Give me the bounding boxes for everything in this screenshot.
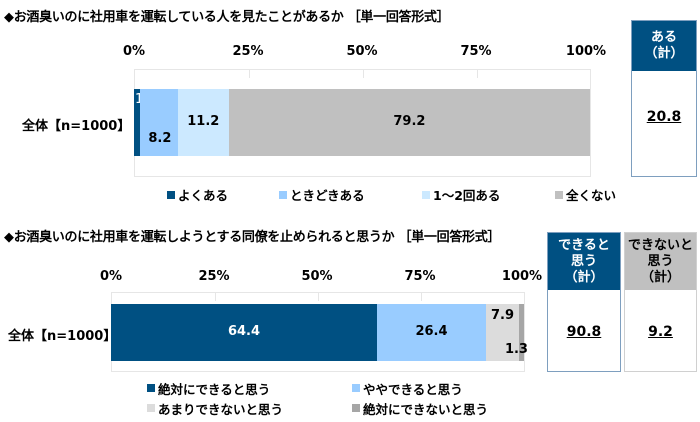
chart2-seg-not-really-label: 7.9	[491, 308, 515, 323]
chart2-legend-item-not-really: あまりできないと思う	[147, 398, 352, 418]
chart2-summary-no-header: できないと 思う （計）	[625, 233, 696, 290]
chart1-tick-75: 75%	[460, 44, 492, 59]
chart2-summary-yes-value: 90.8	[566, 324, 602, 340]
chart2-legend-item-somewhat-can: ややできると思う	[352, 378, 463, 398]
chart2-legend: 絶対にできると思う ややできると思う あまりできないと思う 絶対にできないと思う	[147, 378, 527, 418]
chart2-seg-definitely-can-label: 64.4	[227, 324, 261, 339]
chart2-legend-item-definitely-can: 絶対にできると思う	[147, 378, 352, 398]
chart1-row-label: 全体【n=1000】	[22, 119, 131, 134]
legend-swatch	[352, 384, 360, 392]
chart2-seg-not-really: 7.9	[486, 304, 519, 361]
chart2-legend-item-definitely-cannot: 絶対にできないと思う	[352, 398, 488, 418]
chart2-tick-0: 0%	[99, 269, 123, 284]
chart2-summary-no-value: 9.2	[648, 324, 673, 340]
legend-swatch	[147, 384, 155, 392]
chart1-tick-0: 0%	[122, 44, 146, 59]
legend-swatch	[422, 190, 430, 199]
chart2-tick-100: 100%	[501, 269, 543, 284]
chart2-seg-definitely-can: 64.4	[111, 304, 377, 361]
chart1-seg-once-twice: 11.2	[177, 89, 229, 156]
legend-swatch	[352, 404, 360, 412]
chart1-seg-sometimes: 8.2	[140, 89, 178, 156]
chart1-seg-sometimes-label: 8.2	[148, 131, 172, 146]
chart1-title: ◆お酒臭いのに社用車を運転している人を見たことがあるか ［単一回答形式］	[4, 10, 450, 25]
chart1-legend-item-once-twice: 1～2回ある	[422, 185, 555, 204]
chart1-legend-item-never: 全くない	[555, 185, 616, 204]
chart2-seg-somewhat-can: 26.4	[376, 304, 486, 361]
chart1-seg-once-twice-label: 11.2	[187, 114, 220, 129]
chart1-bar: 1.4 8.2 11.2 79.2	[134, 89, 590, 156]
chart2-tick-50: 50%	[301, 269, 333, 284]
legend-swatch	[279, 190, 287, 199]
chart2-tick-25: 25%	[198, 269, 230, 284]
chart2-summary-yes-box: できると 思う （計） 90.8	[547, 232, 621, 372]
chart2-title: ◆お酒臭いのに社用車を運転しようとする同僚を止められると思うか ［単一回答形式］	[4, 230, 501, 245]
chart2-bar: 64.4 26.4 7.9 1.3	[111, 304, 528, 361]
chart2-tick-75: 75%	[404, 269, 436, 284]
legend-swatch	[147, 404, 155, 412]
chart2-summary-yes-header: できると 思う （計）	[548, 233, 620, 290]
chart1-legend-item-often: よくある	[167, 185, 279, 204]
chart2-seg-somewhat-can-label: 26.4	[415, 324, 448, 339]
chart1-summary-value: 20.8	[646, 109, 682, 125]
chart1-tick-25: 25%	[232, 44, 264, 59]
chart1-legend: よくある ときどきある 1～2回ある 全くない	[167, 185, 616, 204]
chart1-summary-box: ある （計） 20.8	[631, 20, 697, 177]
chart1-tick-50: 50%	[346, 44, 378, 59]
chart1-seg-never-label: 79.2	[393, 114, 426, 129]
chart1-seg-never: 79.2	[228, 89, 590, 156]
chart1-tick-100: 100%	[565, 44, 607, 59]
chart1-legend-item-sometimes: ときどきある	[279, 185, 422, 204]
chart2-seg-definitely-cannot: 1.3	[505, 304, 528, 361]
chart1-summary-header: ある （計）	[632, 21, 696, 71]
legend-swatch	[555, 190, 563, 199]
chart2-row-label: 全体【n=1000】	[8, 329, 117, 344]
legend-swatch	[167, 190, 175, 199]
chart2-seg-definitely-cannot-label: 1.3	[504, 342, 528, 357]
chart2-summary-no-box: できないと 思う （計） 9.2	[624, 232, 697, 372]
